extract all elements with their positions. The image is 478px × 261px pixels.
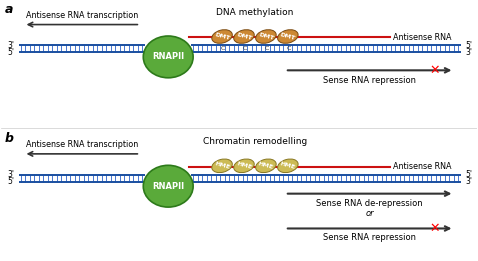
Text: HME: HME (258, 161, 274, 170)
Text: Antisense RNA: Antisense RNA (392, 162, 451, 171)
Text: DNA methylation: DNA methylation (216, 8, 293, 17)
Text: HME: HME (214, 161, 230, 170)
Text: 5': 5' (466, 170, 472, 179)
Ellipse shape (256, 159, 276, 173)
Ellipse shape (212, 159, 232, 173)
Ellipse shape (234, 159, 254, 173)
Text: RNAPII: RNAPII (152, 52, 184, 61)
Ellipse shape (212, 30, 232, 43)
Text: ✕: ✕ (429, 222, 440, 235)
Ellipse shape (278, 30, 298, 43)
Text: DMT: DMT (214, 32, 230, 41)
Text: Sense RNA repression: Sense RNA repression (323, 233, 416, 242)
Text: or: or (365, 209, 374, 218)
Text: b: b (5, 132, 14, 145)
Text: C: C (265, 46, 269, 51)
Text: 5': 5' (466, 41, 472, 50)
Text: HME: HME (236, 161, 252, 170)
Text: a: a (5, 3, 13, 16)
Ellipse shape (143, 36, 193, 78)
Text: DMT: DMT (258, 32, 274, 41)
Text: ✕: ✕ (429, 64, 440, 77)
Text: 5': 5' (8, 48, 15, 57)
Text: DMT: DMT (236, 32, 252, 41)
Text: 3': 3' (466, 177, 472, 186)
Text: C: C (221, 46, 225, 51)
Text: C: C (287, 46, 291, 51)
Ellipse shape (143, 165, 193, 207)
Text: 3': 3' (8, 170, 15, 179)
Text: Antisense RNA transcription: Antisense RNA transcription (26, 140, 138, 149)
Text: Antisense RNA transcription: Antisense RNA transcription (26, 11, 138, 20)
Ellipse shape (256, 30, 276, 43)
Ellipse shape (278, 159, 298, 173)
Text: Chromatin remodelling: Chromatin remodelling (203, 137, 307, 146)
Text: 5': 5' (8, 177, 15, 186)
Text: Antisense RNA: Antisense RNA (392, 33, 451, 42)
Text: Sense RNA de-repression: Sense RNA de-repression (316, 199, 423, 208)
Text: Sense RNA repression: Sense RNA repression (323, 76, 416, 85)
Text: 3': 3' (8, 41, 15, 50)
Text: C: C (243, 46, 247, 51)
Ellipse shape (234, 30, 254, 43)
Text: DMT: DMT (280, 32, 296, 41)
Text: 3': 3' (466, 48, 472, 57)
Text: RNAPII: RNAPII (152, 182, 184, 191)
Text: HME: HME (280, 161, 296, 170)
